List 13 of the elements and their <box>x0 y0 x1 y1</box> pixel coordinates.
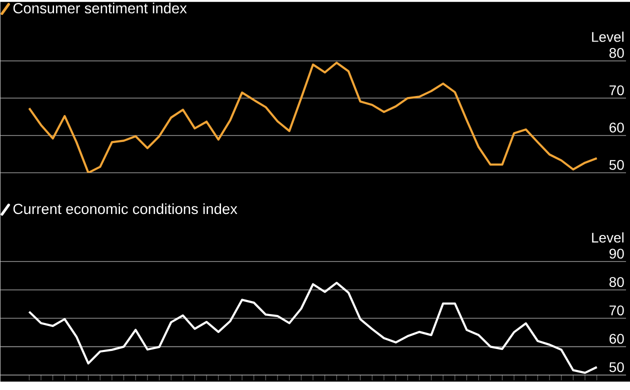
y-tick-label: 80 <box>609 48 624 58</box>
y-tick-label: 50 <box>609 160 624 170</box>
y-tick-label: 70 <box>610 306 624 316</box>
y-tick-label: 50 <box>609 362 624 372</box>
y-tick-label: 90 <box>610 248 624 259</box>
legend-label: Current economic conditions index <box>13 204 238 214</box>
y-tick-label: 60 <box>610 122 624 133</box>
legend-label: Consumer sentiment index <box>13 2 187 14</box>
y-tick-label: 80 <box>609 277 624 288</box>
y-axis-title: Level <box>592 232 624 243</box>
y-tick-label: 60 <box>610 334 624 344</box>
y-tick-label: 70 <box>610 86 624 96</box>
y-axis-title: Level <box>592 32 624 42</box>
